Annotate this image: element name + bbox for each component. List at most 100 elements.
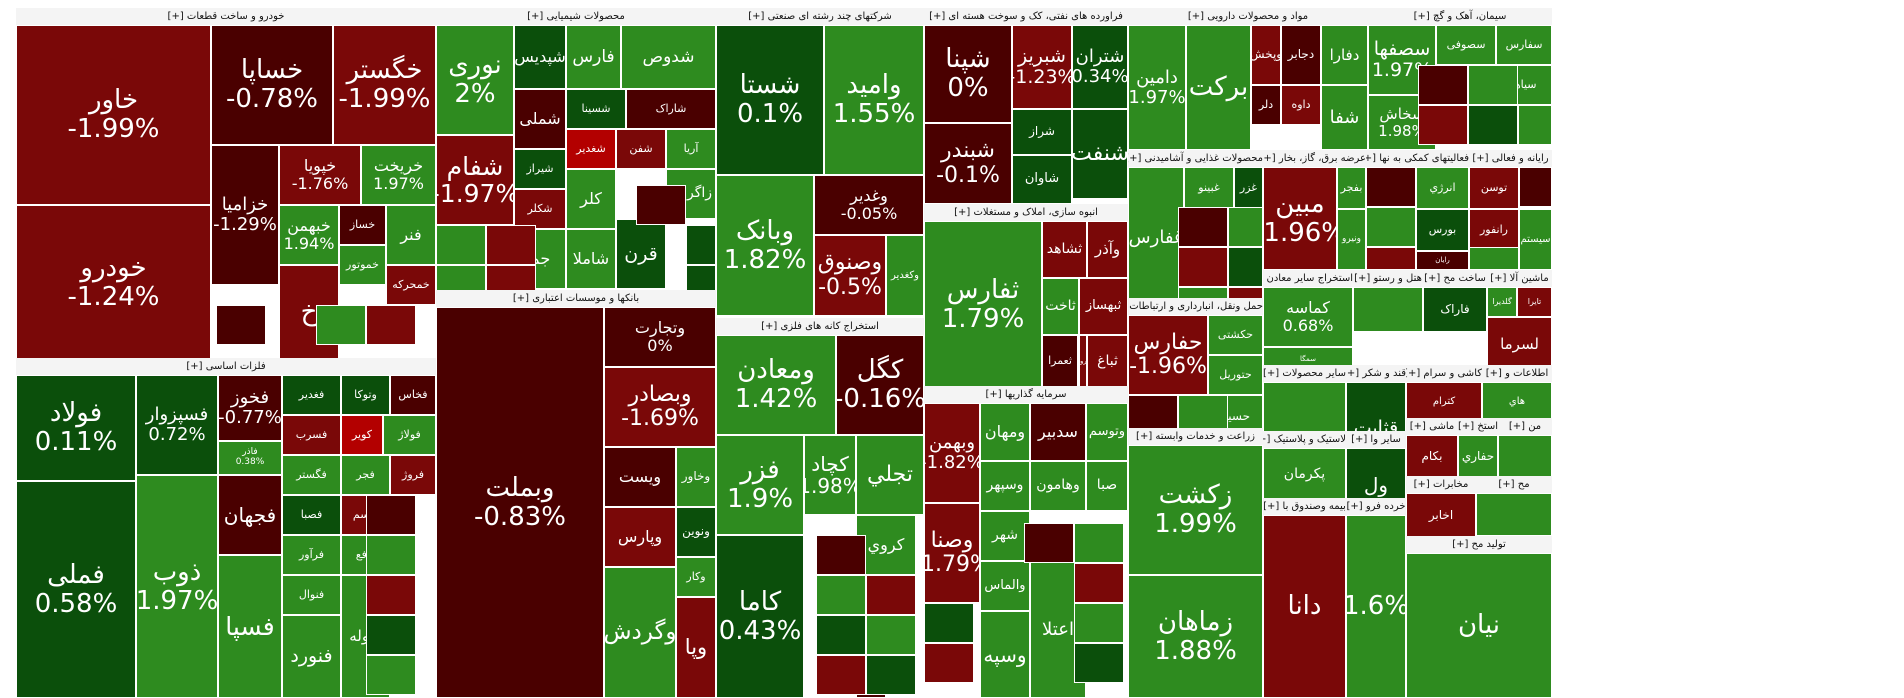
stock-tile[interactable]: داوه <box>1281 85 1321 125</box>
stock-tile[interactable]: ونیرو <box>1337 209 1366 270</box>
stock-tile[interactable] <box>1476 493 1552 536</box>
stock-tile[interactable]: ومعادن 1.42% <box>716 335 836 435</box>
stock-tile[interactable]: فصبا <box>282 495 341 535</box>
stock-tile[interactable]: ذوب 1.97% <box>136 475 218 698</box>
stock-tile[interactable]: بورس <box>1416 209 1469 251</box>
stock-tile[interactable]: رانفور <box>1469 209 1519 251</box>
filler-tile[interactable] <box>924 603 974 643</box>
stock-tile[interactable]: نیان <box>1406 553 1552 698</box>
filler-tile[interactable] <box>366 305 416 345</box>
filler-tile[interactable] <box>1178 247 1228 287</box>
stock-tile[interactable]: خزامیا -1.29% <box>211 145 279 285</box>
filler-tile[interactable] <box>436 265 486 292</box>
stock-tile[interactable]: فخاس <box>390 375 436 415</box>
stock-tile[interactable]: کاما 0.43% <box>716 535 804 698</box>
stock-tile[interactable]: بفجر <box>1337 167 1366 209</box>
stock-tile[interactable]: قرن <box>616 219 666 289</box>
stock-tile[interactable]: غزر <box>1234 167 1263 209</box>
stock-tile[interactable]: خگستر -1.99% <box>333 25 436 145</box>
sector-title[interactable]: خودرو و ساخت قطعات [+] <box>16 8 436 26</box>
stock-tile[interactable]: شتران 0.34% <box>1072 25 1128 109</box>
filler-tile[interactable] <box>816 655 866 695</box>
filler-tile[interactable] <box>486 265 536 292</box>
stock-tile[interactable]: خریخت 1.97% <box>361 145 436 205</box>
filler-tile[interactable] <box>1074 563 1124 603</box>
stock-tile[interactable]: غفارس <box>1128 167 1184 308</box>
stock-tile[interactable]: سصوفی <box>1436 25 1496 65</box>
stock-tile[interactable]: شملی <box>514 89 566 149</box>
sector-title[interactable]: سرمایه گذاریها [+] <box>924 386 1128 404</box>
filler-tile[interactable] <box>866 575 916 615</box>
sector-title[interactable]: شرکتهای چند رشته ای صنعتی [+] <box>716 8 924 26</box>
sector-title[interactable]: بیمه وصندوق با [+] <box>1263 498 1346 516</box>
stock-tile[interactable]: وکغدیر <box>886 235 924 316</box>
stock-tile[interactable]: شدوص <box>621 25 716 89</box>
stock-tile[interactable]: وگردش <box>604 567 676 698</box>
filler-tile[interactable] <box>924 643 974 683</box>
filler-tile[interactable] <box>366 495 416 535</box>
sector-title[interactable]: کاشی و سرام [+] <box>1406 365 1482 383</box>
stock-tile[interactable]: شبندر -0.1% <box>924 123 1012 204</box>
stock-tile[interactable]: 1.6% <box>1346 515 1406 698</box>
sector-title[interactable]: سیمان، آهک و گچ [+] <box>1368 8 1552 26</box>
filler-tile[interactable] <box>366 615 416 655</box>
stock-tile[interactable]: وتجارت 0% <box>604 307 716 367</box>
filler-tile[interactable] <box>1418 105 1468 145</box>
sector-title[interactable]: لاستیک و پلاستیک [+] <box>1263 431 1346 449</box>
stock-tile[interactable]: برکت <box>1186 25 1251 150</box>
stock-tile[interactable]: دلر <box>1251 85 1281 125</box>
stock-tile[interactable]: فرآور <box>282 535 341 575</box>
stock-tile[interactable]: ثعمرا <box>1042 335 1078 388</box>
stock-tile[interactable]: وپارس <box>604 507 676 567</box>
stock-tile[interactable]: صبا <box>1086 461 1128 511</box>
stock-tile[interactable]: وبملت -0.83% <box>436 307 604 698</box>
stock-tile[interactable]: وسپه <box>980 611 1030 698</box>
sector-title[interactable]: استخ [+] <box>1458 418 1498 436</box>
stock-tile[interactable]: والماس <box>980 561 1030 611</box>
stock-tile[interactable]: شفن <box>616 129 666 169</box>
filler-tile[interactable] <box>1469 247 1519 270</box>
stock-tile[interactable]: توسن <box>1469 167 1519 209</box>
sector-title[interactable]: سایر وا [+] <box>1346 431 1406 449</box>
sector-title[interactable]: اطلاعات و [+] <box>1482 365 1552 383</box>
stock-tile[interactable]: شکلر <box>514 189 566 229</box>
stock-tile[interactable]: فولاژ <box>383 415 436 455</box>
stock-tile[interactable]: اخابر <box>1406 493 1476 538</box>
stock-tile[interactable]: وصنا-1.79% <box>924 503 980 603</box>
stock-tile[interactable]: کماسه 0.68% <box>1263 287 1353 347</box>
stock-tile[interactable]: خموتور <box>339 245 386 285</box>
sector-title[interactable]: ساخت مح [+] <box>1423 270 1487 288</box>
stock-tile[interactable]: گلدیرا <box>1487 287 1517 317</box>
stock-tile[interactable]: خساپا -0.78% <box>211 25 333 145</box>
stock-tile[interactable]: وسپهر <box>980 461 1030 511</box>
filler-tile[interactable] <box>1519 167 1552 207</box>
stock-tile[interactable]: وامید 1.55% <box>824 25 924 175</box>
stock-tile[interactable]: ثرود <box>1079 335 1087 388</box>
sector-title[interactable]: تولید مح [+] <box>1406 536 1552 554</box>
stock-tile[interactable]: فسپا <box>218 555 282 698</box>
filler-tile[interactable] <box>1366 207 1416 247</box>
filler-tile[interactable] <box>436 225 486 265</box>
stock-tile[interactable]: فاذر 0.38% <box>218 441 282 475</box>
stock-tile[interactable]: دفارا <box>1321 25 1368 85</box>
stock-tile[interactable]: فخوز -0.77% <box>218 375 282 441</box>
stock-tile[interactable]: خودرو -1.24% <box>16 205 211 360</box>
stock-tile[interactable]: وپا <box>676 597 716 698</box>
filler-tile[interactable] <box>1468 65 1518 105</box>
stock-tile[interactable]: فنورد <box>282 615 341 698</box>
stock-tile[interactable]: دانا <box>1263 515 1346 698</box>
sector-title[interactable]: ماشین آلا [+] <box>1487 270 1552 288</box>
stock-tile[interactable]: حتوریل <box>1208 355 1263 395</box>
filler-tile[interactable] <box>636 185 686 225</box>
stock-tile[interactable]: سخاش 1.98% <box>1368 95 1436 150</box>
filler-tile[interactable] <box>686 225 716 265</box>
stock-tile[interactable]: شبریز-1.23% <box>1012 25 1072 109</box>
stock-tile[interactable]: کویر <box>341 415 383 455</box>
sector-title[interactable]: فراورده های نفتی، کک و سوخت هسته ای [+] <box>924 8 1128 26</box>
stock-tile[interactable]: حکشتی <box>1208 315 1263 355</box>
filler-tile[interactable] <box>816 575 866 615</box>
sector-title[interactable]: فعالیتهای کمکی به نها [+] <box>1366 150 1469 168</box>
sector-title[interactable]: بانکها و موسسات اعتباری [+] <box>436 290 716 308</box>
stock-tile[interactable]: فسپزوار 0.72% <box>136 375 218 475</box>
stock-tile[interactable]: پکرمان <box>1263 448 1346 501</box>
